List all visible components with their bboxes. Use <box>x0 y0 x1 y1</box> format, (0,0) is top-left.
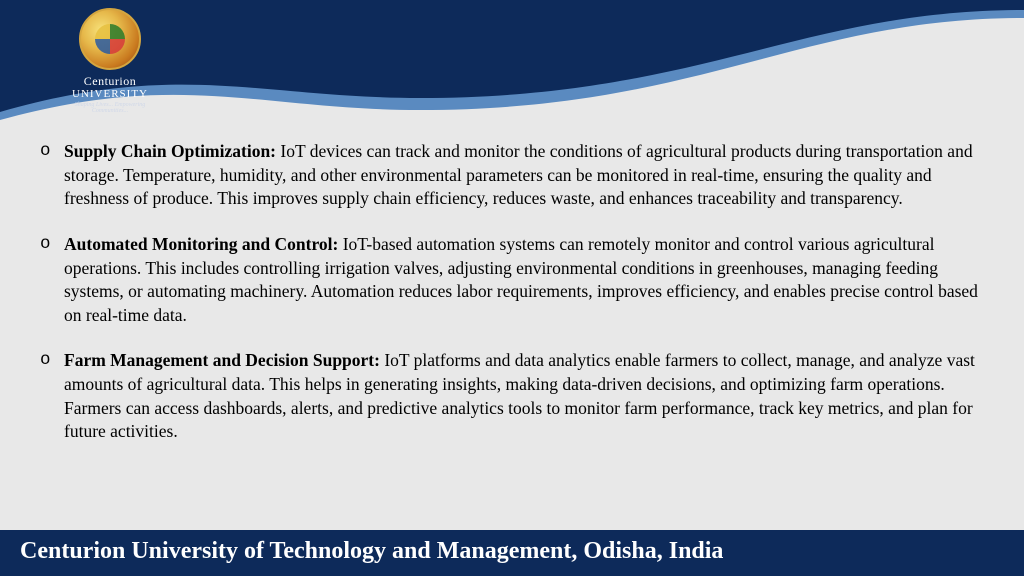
footer-bar: Centurion University of Technology and M… <box>0 530 1024 576</box>
bullet-text: Automated Monitoring and Control: IoT-ba… <box>64 233 984 328</box>
logo-line1: Centurion <box>60 74 160 89</box>
bullet-item: o Farm Management and Decision Support: … <box>40 349 984 444</box>
bullet-marker: o <box>40 233 64 328</box>
bullet-item: o Automated Monitoring and Control: IoT-… <box>40 233 984 328</box>
logo-line2: UNIVERSITY <box>60 88 160 100</box>
bullet-marker: o <box>40 140 64 211</box>
footer-text: Centurion University of Technology and M… <box>20 538 723 564</box>
logo-tagline: Shaping Lives... Empowering Communities.… <box>60 102 160 114</box>
bullet-marker: o <box>40 349 64 444</box>
bullet-title: Farm Management and Decision Support: <box>64 350 380 370</box>
university-seal-icon <box>79 8 141 70</box>
bullet-title: Automated Monitoring and Control: <box>64 234 338 254</box>
bullet-title: Supply Chain Optimization: <box>64 141 276 161</box>
bullet-text: Farm Management and Decision Support: Io… <box>64 349 984 444</box>
bullet-item: o Supply Chain Optimization: IoT devices… <box>40 140 984 211</box>
bullet-text: Supply Chain Optimization: IoT devices c… <box>64 140 984 211</box>
slide-content: o Supply Chain Optimization: IoT devices… <box>40 140 984 466</box>
university-name: Centurion UNIVERSITY <box>60 74 160 100</box>
university-logo-block: Centurion UNIVERSITY Shaping Lives... Em… <box>60 8 160 114</box>
